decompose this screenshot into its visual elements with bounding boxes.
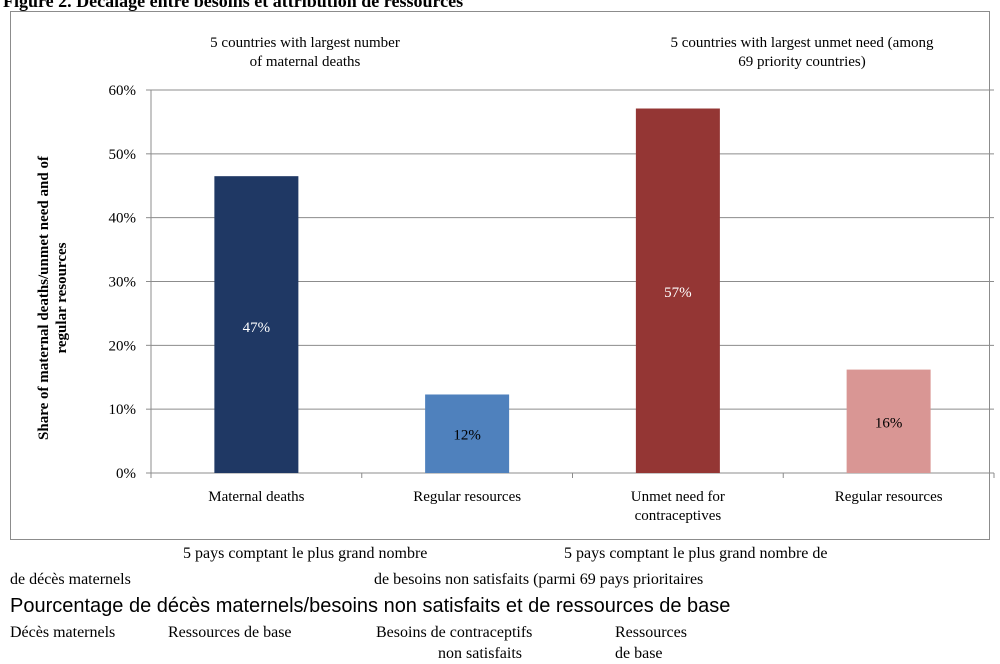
fr-group-header-2-line-1: 5 pays comptant le plus grand nombre de <box>564 545 828 562</box>
fr-group-header-1-line-1: 5 pays comptant le plus grand nombre <box>183 545 428 562</box>
y-tick-label: 20% <box>109 338 137 354</box>
data-label: 12% <box>453 428 481 444</box>
data-label: 47% <box>243 320 271 336</box>
figure-title: Figure 2. Décalage entre besoins et attr… <box>3 0 464 11</box>
y-tick-label: 40% <box>109 211 137 227</box>
fr-group-header-1-line-2: de décès maternels <box>10 571 131 588</box>
fr-category-3-line-1: Besoins de contraceptifs <box>376 624 533 641</box>
fr-category-4-line-2: de base <box>615 645 663 662</box>
x-category-label: Maternal deaths <box>208 489 304 505</box>
y-axis-title: Share of maternal deaths/unmet need and … <box>36 155 52 440</box>
y-tick-label: 30% <box>109 275 137 291</box>
group-header: 5 countries with largest unmet need (amo… <box>671 35 934 51</box>
bar <box>846 369 931 473</box>
fr-group-header-2-line-2: de besoins non satisfaits (parmi 69 pays… <box>374 571 704 588</box>
y-tick-label: 0% <box>116 466 136 482</box>
bar <box>635 108 720 474</box>
x-category-label: contraceptives <box>635 508 722 524</box>
bar-chart: 0% 10% 20% 30% 40% 50% 60% 47% Maternal deaths 12… <box>36 35 995 524</box>
group-header: 5 countries with largest number <box>210 35 400 51</box>
fr-category-4-line-1: Ressources <box>615 624 687 641</box>
group-header: of maternal deaths <box>250 54 361 70</box>
fr-category-3-line-2: non satisfaits <box>438 645 522 662</box>
data-label: 57% <box>664 285 692 301</box>
chart-frame <box>10 11 990 540</box>
x-category-label: Regular resources <box>835 489 943 505</box>
fr-category-1: Décès maternels <box>10 624 116 641</box>
x-category-label: Regular resources <box>413 489 521 505</box>
y-tick-label: 10% <box>109 402 137 418</box>
y-tick-label: 60% <box>109 83 137 99</box>
y-axis-title: regular resources <box>54 242 70 353</box>
data-label: 16% <box>875 415 903 431</box>
bar <box>425 394 510 473</box>
x-category-label: Unmet need for <box>631 489 725 505</box>
fr-axis-label: Pourcentage de décès maternels/besoins n… <box>10 595 731 617</box>
group-header: 69 priority countries) <box>738 54 865 70</box>
fr-category-2: Ressources de base <box>168 624 292 641</box>
bar <box>214 176 299 474</box>
y-tick-label: 50% <box>109 147 137 163</box>
